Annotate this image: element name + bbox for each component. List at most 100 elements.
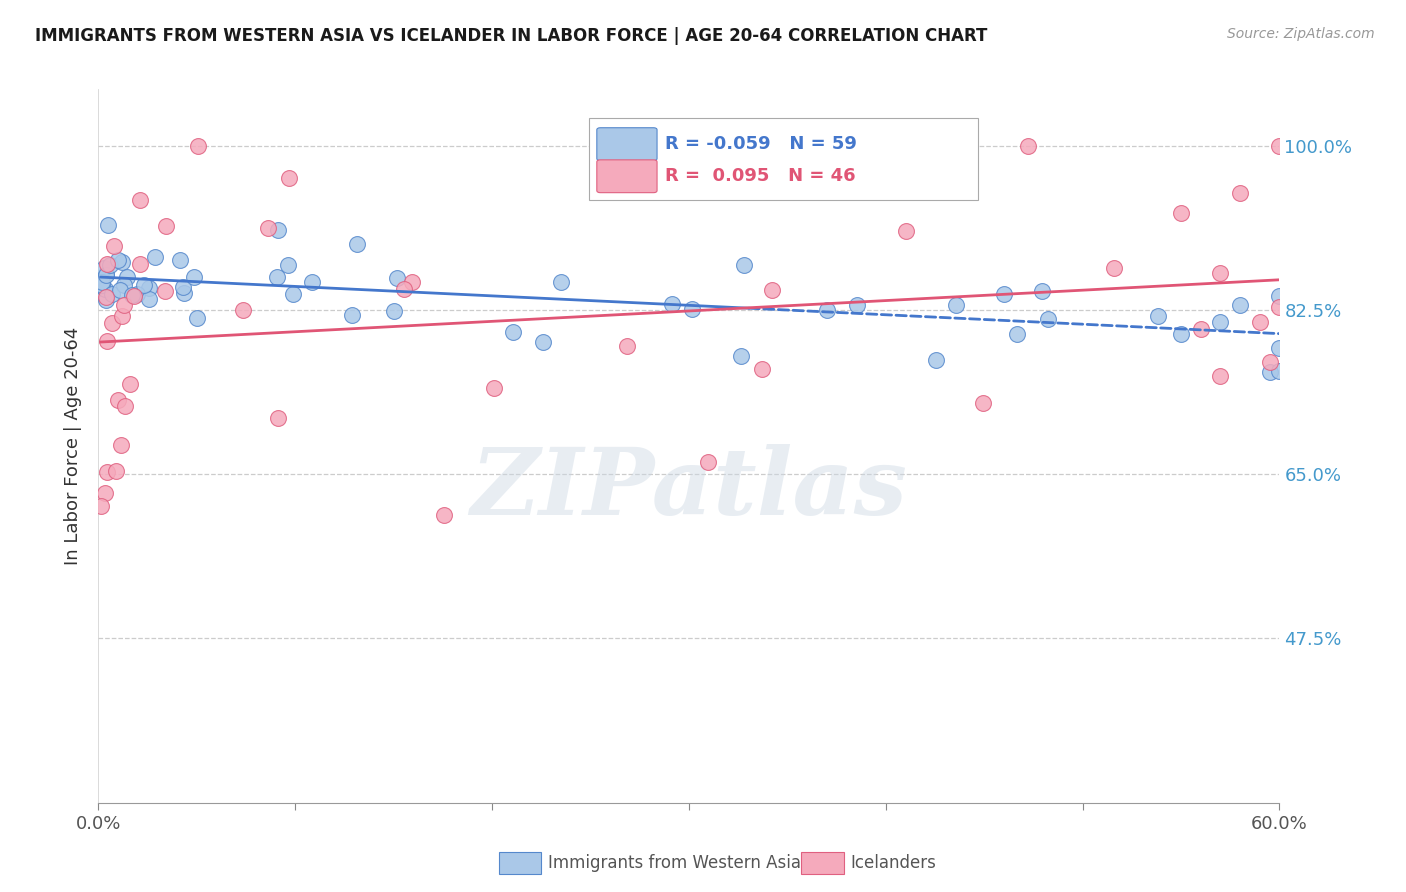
Point bbox=[98, 258, 121, 272]
Point bbox=[1258, 355, 1281, 369]
Point bbox=[278, 170, 301, 185]
Point bbox=[169, 252, 191, 267]
Point bbox=[257, 221, 280, 235]
Point bbox=[172, 280, 194, 294]
Point bbox=[96, 267, 118, 281]
Point bbox=[1017, 138, 1039, 153]
Point bbox=[121, 287, 143, 301]
Point bbox=[1038, 311, 1060, 326]
Point bbox=[94, 486, 117, 500]
Point bbox=[128, 193, 150, 207]
Point bbox=[276, 258, 298, 272]
Point bbox=[346, 237, 368, 252]
Point bbox=[103, 239, 125, 253]
Point bbox=[1268, 341, 1291, 355]
Point bbox=[129, 256, 152, 270]
Point bbox=[392, 282, 415, 296]
Point bbox=[94, 282, 117, 296]
Point bbox=[114, 399, 136, 413]
Point bbox=[1209, 368, 1232, 383]
Point bbox=[187, 138, 209, 153]
Point bbox=[730, 349, 752, 363]
Point bbox=[266, 270, 288, 285]
Text: Immigrants from Western Asia: Immigrants from Western Asia bbox=[548, 855, 801, 872]
Point bbox=[132, 277, 155, 292]
Point bbox=[401, 275, 423, 289]
Point bbox=[90, 499, 112, 513]
Point bbox=[153, 285, 176, 299]
Point bbox=[1170, 206, 1192, 220]
Point bbox=[1258, 365, 1281, 379]
Point bbox=[100, 287, 122, 301]
Point bbox=[945, 297, 967, 311]
Point bbox=[661, 297, 683, 311]
Point bbox=[1005, 326, 1028, 341]
Point bbox=[90, 279, 112, 293]
Point bbox=[125, 287, 148, 301]
Point bbox=[138, 281, 160, 295]
Point bbox=[111, 255, 134, 269]
Point bbox=[301, 275, 323, 289]
Point bbox=[1147, 309, 1170, 323]
Point bbox=[107, 393, 129, 408]
Point bbox=[1249, 315, 1271, 329]
Point bbox=[993, 287, 1015, 301]
Point bbox=[550, 275, 572, 289]
Point bbox=[97, 218, 120, 232]
Point bbox=[96, 268, 118, 282]
Point bbox=[696, 455, 718, 469]
Point bbox=[894, 224, 917, 238]
Point bbox=[232, 302, 254, 317]
Text: R =  0.095   N = 46: R = 0.095 N = 46 bbox=[665, 168, 856, 186]
Point bbox=[107, 253, 129, 268]
Point bbox=[186, 311, 208, 326]
Point bbox=[1170, 326, 1192, 341]
Point bbox=[1209, 266, 1232, 280]
Text: R = -0.059   N = 59: R = -0.059 N = 59 bbox=[665, 136, 858, 153]
Point bbox=[112, 277, 135, 292]
Point bbox=[155, 219, 177, 234]
Point bbox=[112, 298, 135, 312]
Point bbox=[533, 334, 555, 349]
Point bbox=[122, 289, 145, 303]
Point bbox=[1031, 284, 1053, 298]
Point bbox=[482, 381, 505, 395]
Text: ZIPatlas: ZIPatlas bbox=[471, 444, 907, 533]
Y-axis label: In Labor Force | Age 20-64: In Labor Force | Age 20-64 bbox=[65, 326, 83, 566]
Point bbox=[387, 271, 409, 285]
Point bbox=[502, 326, 524, 340]
Point bbox=[96, 293, 118, 308]
Text: Icelanders: Icelanders bbox=[851, 855, 936, 872]
Point bbox=[96, 334, 118, 348]
Point bbox=[382, 304, 405, 318]
Point bbox=[91, 277, 114, 292]
Point bbox=[1209, 315, 1232, 329]
Point bbox=[751, 362, 773, 376]
Point bbox=[283, 286, 305, 301]
Point bbox=[342, 308, 364, 322]
Point bbox=[972, 395, 994, 409]
Point bbox=[143, 250, 166, 264]
Point bbox=[845, 298, 868, 312]
Point bbox=[91, 275, 114, 289]
Point bbox=[104, 463, 127, 477]
Point bbox=[173, 285, 195, 300]
Point bbox=[1268, 300, 1291, 314]
Point bbox=[118, 377, 141, 392]
Point bbox=[925, 352, 948, 367]
Point bbox=[681, 301, 703, 316]
Point bbox=[93, 260, 115, 275]
Point bbox=[1229, 298, 1251, 312]
Point bbox=[183, 270, 205, 285]
Point bbox=[733, 258, 755, 272]
Point bbox=[1268, 289, 1291, 303]
Point bbox=[267, 411, 290, 425]
FancyBboxPatch shape bbox=[596, 160, 657, 193]
Point bbox=[616, 339, 638, 353]
Point bbox=[110, 438, 132, 452]
Point bbox=[815, 302, 838, 317]
Point bbox=[101, 316, 124, 330]
Point bbox=[1102, 261, 1125, 276]
Point bbox=[1268, 364, 1291, 378]
Point bbox=[96, 465, 118, 479]
